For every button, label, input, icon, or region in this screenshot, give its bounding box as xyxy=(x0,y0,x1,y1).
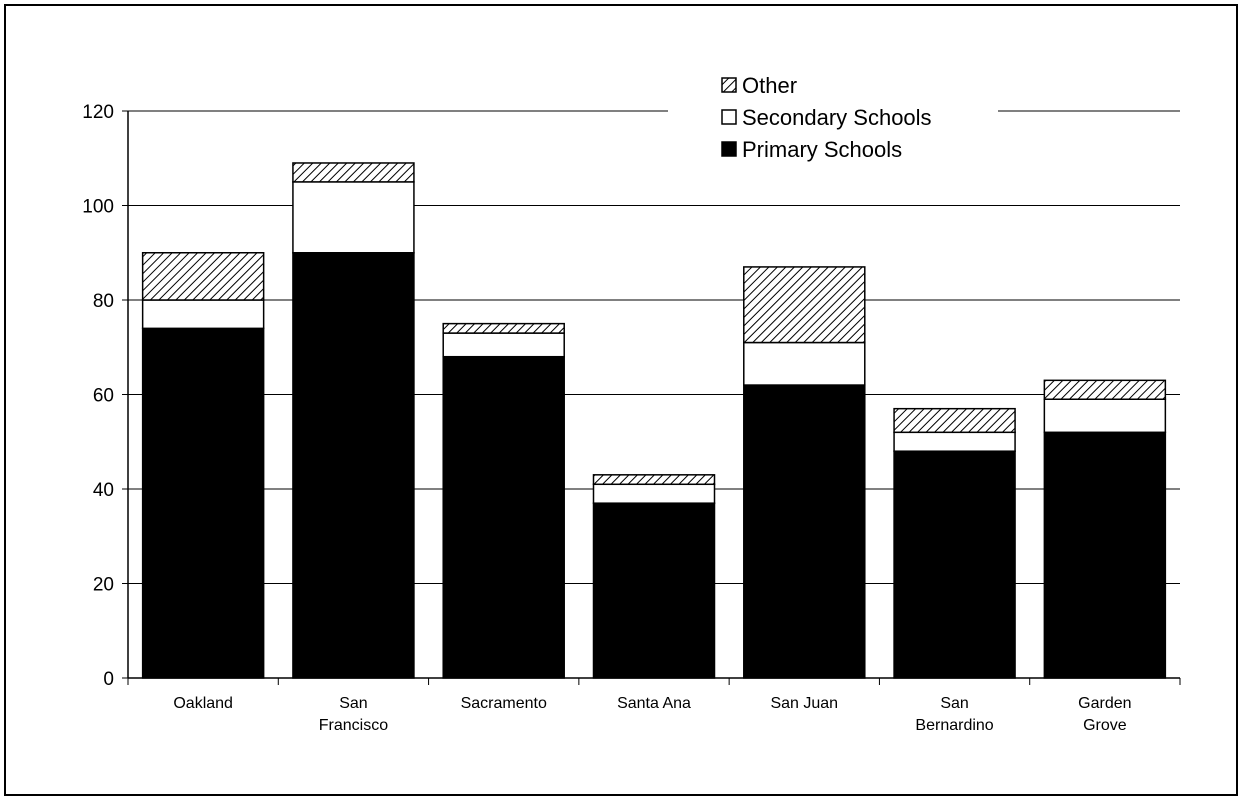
x-tick-label: Santa Ana xyxy=(617,695,691,712)
bar-segment-other xyxy=(442,322,565,334)
bar-segment-secondary-schools xyxy=(1043,398,1167,434)
bars xyxy=(141,162,1167,679)
bar-segment-other xyxy=(141,252,265,301)
legend: Other Secondary Schools Primary Schools xyxy=(668,66,998,170)
y-tick-label: 0 xyxy=(103,669,114,690)
legend-label: Primary Schools xyxy=(742,137,902,162)
bar-segment-other xyxy=(893,407,1016,434)
y-tick-label: 120 xyxy=(82,102,114,123)
bar-segment-primary-schools xyxy=(141,327,265,679)
bar-segment-primary-schools xyxy=(1043,431,1167,679)
bar-segment-secondary-schools xyxy=(592,483,716,504)
x-tick-label: San Bernardino xyxy=(915,695,993,734)
y-tick-label: 80 xyxy=(93,291,114,312)
legend-swatch xyxy=(721,77,737,93)
bar-segment-secondary-schools xyxy=(893,431,1016,452)
bar-segment-primary-schools xyxy=(592,502,716,679)
bar-segment-secondary-schools xyxy=(141,299,265,330)
bar-segment-primary-schools xyxy=(893,450,1016,679)
bar-segment-primary-schools xyxy=(442,355,565,679)
x-tick-label: Sacramento xyxy=(461,695,547,712)
x-tick-label: San Francisco xyxy=(319,695,388,734)
legend-swatch xyxy=(721,141,737,157)
x-tick-label: Garden Grove xyxy=(1078,695,1131,734)
bar-segment-primary-schools xyxy=(743,384,866,679)
bar-segment-secondary-schools xyxy=(292,181,415,254)
x-tick-label: Oakland xyxy=(173,695,233,712)
bar-segment-other xyxy=(743,266,866,344)
legend-label: Other xyxy=(742,73,797,98)
bar-segment-other xyxy=(592,474,716,486)
axes: 0 20 40 60 80 100 120 Oakland San Francisco Sacram… xyxy=(82,102,1181,734)
y-tick-label: 100 xyxy=(82,197,114,218)
bar-segment-other xyxy=(292,162,415,183)
x-tick-label: San Juan xyxy=(770,695,838,712)
legend-label: Secondary Schools xyxy=(742,105,932,130)
y-tick-label: 20 xyxy=(93,575,114,596)
bar-segment-secondary-schools xyxy=(442,332,565,358)
legend-swatch xyxy=(721,109,737,125)
y-tick-label: 60 xyxy=(93,386,114,407)
bar-segment-other xyxy=(1043,379,1167,400)
bar-segment-secondary-schools xyxy=(743,341,866,386)
y-tick-label: 40 xyxy=(93,480,114,501)
bar-segment-primary-schools xyxy=(292,252,415,679)
